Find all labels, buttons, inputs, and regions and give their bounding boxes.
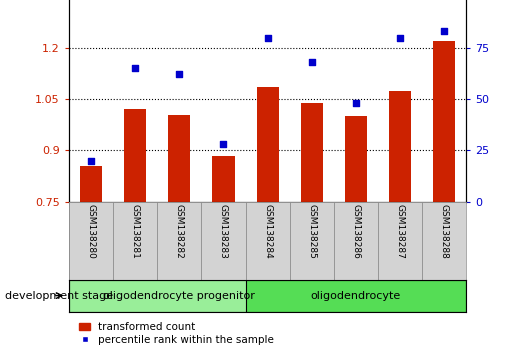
Bar (80, 166, 102, 202)
Bar (113, 202, 157, 280)
Bar (168, 115, 190, 202)
Bar (69, 202, 113, 280)
Text: GSM138287: GSM138287 (396, 204, 404, 259)
Point (175, 72, 183, 77)
Text: GSM138288: GSM138288 (440, 204, 449, 259)
Text: GSM138286: GSM138286 (351, 204, 360, 259)
Bar (245, 202, 290, 280)
Bar (213, 156, 234, 202)
Bar (345, 116, 367, 202)
Text: oligodendrocyte: oligodendrocyte (311, 291, 401, 301)
Bar (389, 91, 411, 202)
Bar (257, 87, 279, 202)
Text: oligodendrocyte progenitor: oligodendrocyte progenitor (103, 291, 255, 301)
Bar (201, 202, 245, 280)
Bar (378, 202, 422, 280)
Legend: transformed count, percentile rank within the sample: transformed count, percentile rank withi… (80, 322, 274, 345)
Bar (157, 202, 201, 280)
Bar (434, 41, 455, 202)
Point (219, 142, 228, 147)
Text: development stage: development stage (5, 291, 113, 301)
Bar (301, 103, 323, 202)
Bar (422, 202, 466, 280)
Text: GSM138283: GSM138283 (219, 204, 228, 259)
Point (396, 35, 404, 40)
Point (440, 29, 448, 34)
Point (352, 101, 360, 106)
Point (87, 158, 95, 164)
Bar (124, 109, 146, 202)
Text: GSM138284: GSM138284 (263, 204, 272, 259)
Text: GSM138282: GSM138282 (175, 204, 184, 259)
Text: GSM138280: GSM138280 (86, 204, 95, 259)
Text: GSM138285: GSM138285 (307, 204, 316, 259)
Point (263, 35, 272, 40)
Bar (245, 280, 466, 312)
Text: GSM138281: GSM138281 (131, 204, 139, 259)
Point (131, 65, 139, 71)
Bar (334, 202, 378, 280)
Bar (290, 202, 334, 280)
Bar (69, 280, 290, 312)
Point (307, 59, 316, 65)
